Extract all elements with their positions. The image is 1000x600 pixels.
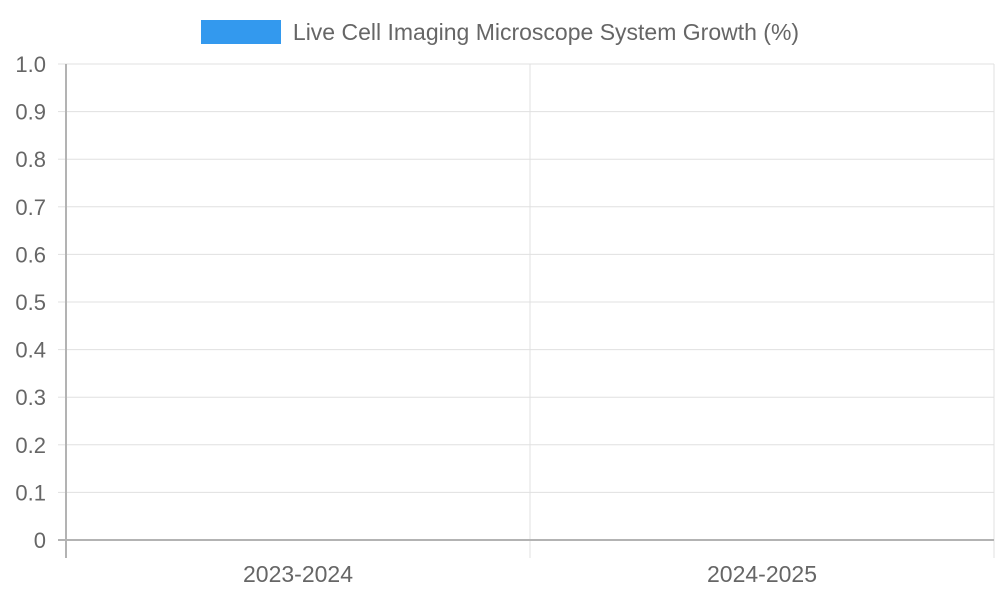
y-tick-label: 0.3 <box>15 385 46 410</box>
y-tick-label: 1.0 <box>15 52 46 77</box>
y-tick-label: 0.6 <box>15 242 46 267</box>
x-tick-label: 2024-2025 <box>707 561 817 587</box>
y-tick-label: 0.4 <box>15 338 46 363</box>
y-tick-label: 0.9 <box>15 100 46 125</box>
y-tick-label: 0.5 <box>15 290 46 315</box>
legend-label[interactable]: Live Cell Imaging Microscope System Grow… <box>292 18 800 45</box>
x-tick-label: 2023-2024 <box>243 561 353 587</box>
label-layer: 0 0.1 0.2 0.3 0.4 0.5 0.6 0.7 0.8 0.9 1.0 2023-2024… <box>15 52 817 587</box>
grid-layer <box>58 63 995 558</box>
y-tick-label: 0 <box>34 528 46 553</box>
axis-layer <box>58 64 994 558</box>
y-tick-label: 0.1 <box>15 480 46 505</box>
legend: Live Cell Imaging Microscope System Grow… <box>0 18 1000 46</box>
y-tick-label: 0.8 <box>15 147 46 172</box>
y-tick-label: 0.7 <box>15 195 46 220</box>
legend-swatch[interactable] <box>200 20 281 44</box>
y-tick-label: 0.2 <box>15 433 46 458</box>
